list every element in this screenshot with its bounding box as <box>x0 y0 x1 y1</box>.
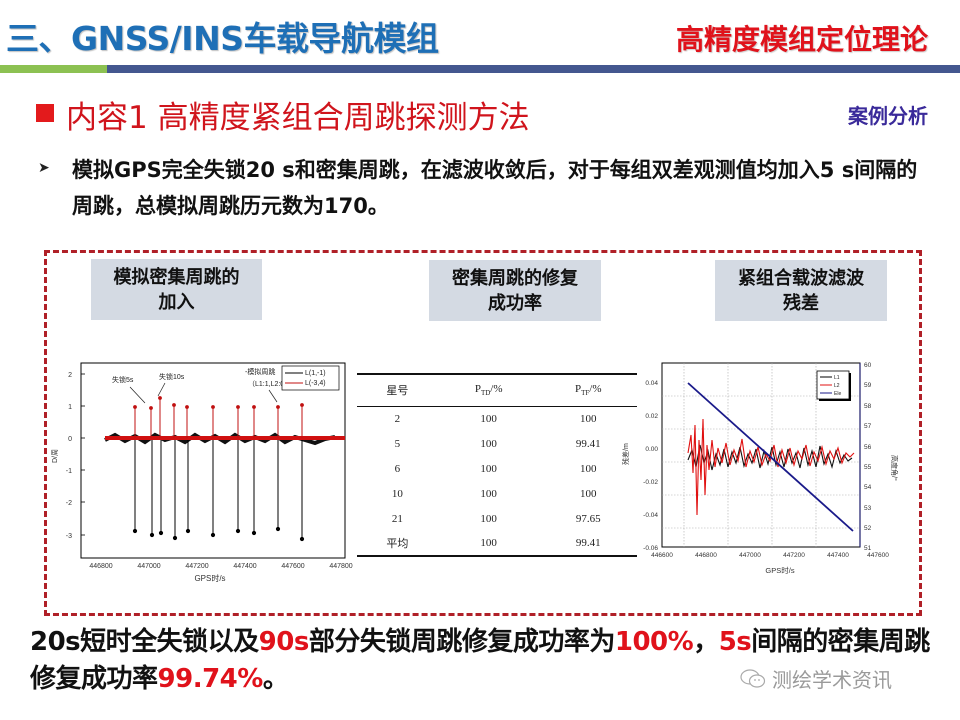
svg-text:446800: 446800 <box>89 563 112 570</box>
svg-text:447600: 447600 <box>867 552 889 559</box>
svg-text:2: 2 <box>68 372 72 379</box>
svg-text:54: 54 <box>864 484 872 491</box>
svg-text:59: 59 <box>864 382 872 389</box>
svg-text:57: 57 <box>864 423 872 430</box>
cycle-slip-chart: 2 1 0 -1 -2 -3 D/周 446800 447000 447200 … <box>51 362 353 583</box>
svg-text:0.00: 0.00 <box>645 446 658 453</box>
table-row: 2 100 100 <box>394 412 597 425</box>
svg-text:GPS时/s: GPS时/s <box>765 565 794 575</box>
svg-text:58: 58 <box>864 403 872 410</box>
svg-text:-2: -2 <box>66 500 72 507</box>
svg-text:-3: -3 <box>66 533 72 540</box>
svg-text:447400: 447400 <box>827 552 849 559</box>
caption-residuals: 紧组合载波滤波 残差 <box>715 260 887 321</box>
caption-line: 加入 <box>158 292 195 313</box>
col-ptd: PTD/% <box>437 373 540 407</box>
chart-legend: L1 L2 Ele <box>816 370 851 401</box>
svg-text:53: 53 <box>864 505 872 512</box>
svg-text:52: 52 <box>864 525 872 532</box>
table-row: 6 100 100 <box>394 462 597 475</box>
svg-text:447400: 447400 <box>233 563 256 570</box>
conclusion-text: 20s短时全失锁以及90s部分失锁周跳修复成功率为100%，5s间隔的密集周跳修… <box>30 627 930 694</box>
svg-text:0: 0 <box>68 436 72 443</box>
bullet-text: 模拟GPS完全失锁20 s和密集周跳，在滤波收敛后，对于每组双差观测值均加入5 … <box>72 158 918 218</box>
svg-text:-模拟周跳: -模拟周跳 <box>245 367 275 376</box>
svg-text:L2: L2 <box>834 383 840 389</box>
svg-text:60: 60 <box>864 362 872 369</box>
svg-text:51: 51 <box>864 545 872 552</box>
table-header-row: 星号 PTD/% PTF/% <box>357 373 637 407</box>
svg-text:0.04: 0.04 <box>645 380 658 387</box>
svg-text:（L1:1,L2:0）: （L1:1,L2:0） <box>248 380 291 388</box>
svg-text:L(1,-1): L(1,-1) <box>305 370 326 377</box>
repair-rate-table: 星号 PTD/% PTF/% 2 100 100 5 100 99.41 6 100 100… <box>357 373 637 557</box>
caption-line: 模拟密集周跳的 <box>113 267 240 288</box>
table-row: 10 100 100 <box>391 487 597 500</box>
chart-legend: L(1,-1) L(-3,4) <box>281 365 340 391</box>
svg-text:55: 55 <box>864 464 872 471</box>
page-title: 三、GNSS/INS车载导航模组 <box>6 19 439 58</box>
square-bullet-icon <box>36 104 54 122</box>
svg-text:L1: L1 <box>834 375 840 381</box>
table-row: 5 100 99.41 <box>394 437 601 450</box>
col-ptf: PTF/% <box>539 373 637 407</box>
caption-line: 成功率 <box>488 293 542 314</box>
svg-text:0.02: 0.02 <box>645 413 658 420</box>
svg-text:447000: 447000 <box>739 552 761 559</box>
table-row: 平均 100 99.41 <box>357 531 637 557</box>
watermark: 测绘学术资讯 <box>740 664 892 693</box>
header-bar-green <box>0 65 107 73</box>
caption-simulated-slips: 模拟密集周跳的 加入 <box>91 259 262 320</box>
svg-text:1: 1 <box>68 404 72 411</box>
header-bar-blue <box>107 65 960 73</box>
svg-text:D/周: D/周 <box>51 449 59 463</box>
svg-text:447000: 447000 <box>137 563 160 570</box>
svg-text:446600: 446600 <box>651 552 673 559</box>
caption-line: 密集周跳的修复 <box>452 268 578 289</box>
svg-text:56: 56 <box>864 444 872 451</box>
arrow-bullet-icon: ➤ <box>38 160 50 176</box>
table-row: 21 100 97.65 <box>391 512 601 525</box>
page-subtitle: 高精度模组定位理论 <box>675 23 928 56</box>
svg-text:-0.04: -0.04 <box>643 512 658 519</box>
svg-text:447600: 447600 <box>281 563 304 570</box>
section-title: 内容1 高精度紧组合周跳探测方法 <box>66 100 530 136</box>
svg-text:L(-3,4): L(-3,4) <box>305 380 326 387</box>
figure-frame <box>44 250 922 616</box>
svg-text:高度角/°: 高度角/° <box>890 455 899 481</box>
residual-chart: 0.04 0.02 0.00 -0.02 -0.04 -0.06 残差/m 60… <box>621 362 899 575</box>
svg-text:-1: -1 <box>66 468 72 475</box>
svg-text:447200: 447200 <box>783 552 805 559</box>
caption-line: 紧组合载波滤波 <box>738 268 864 289</box>
svg-text:失锁5s: 失锁5s <box>112 375 134 384</box>
caption-line: 残差 <box>783 293 819 314</box>
svg-text:GPS时/s: GPS时/s <box>194 573 225 583</box>
svg-text:-0.02: -0.02 <box>643 479 658 486</box>
svg-text:失锁10s: 失锁10s <box>159 372 185 381</box>
section-tag: 案例分析 <box>848 104 928 128</box>
watermark-text: 测绘学术资讯 <box>772 668 892 692</box>
wechat-icon <box>740 668 766 688</box>
svg-text:-0.06: -0.06 <box>643 545 658 552</box>
svg-text:残差/m: 残差/m <box>621 443 630 465</box>
svg-text:Ele: Ele <box>834 391 841 397</box>
col-sat: 星号 <box>357 373 438 407</box>
svg-text:447800: 447800 <box>329 563 352 570</box>
svg-text:447200: 447200 <box>185 563 208 570</box>
svg-text:446800: 446800 <box>695 552 717 559</box>
caption-repair-rate: 密集周跳的修复 成功率 <box>429 260 601 321</box>
